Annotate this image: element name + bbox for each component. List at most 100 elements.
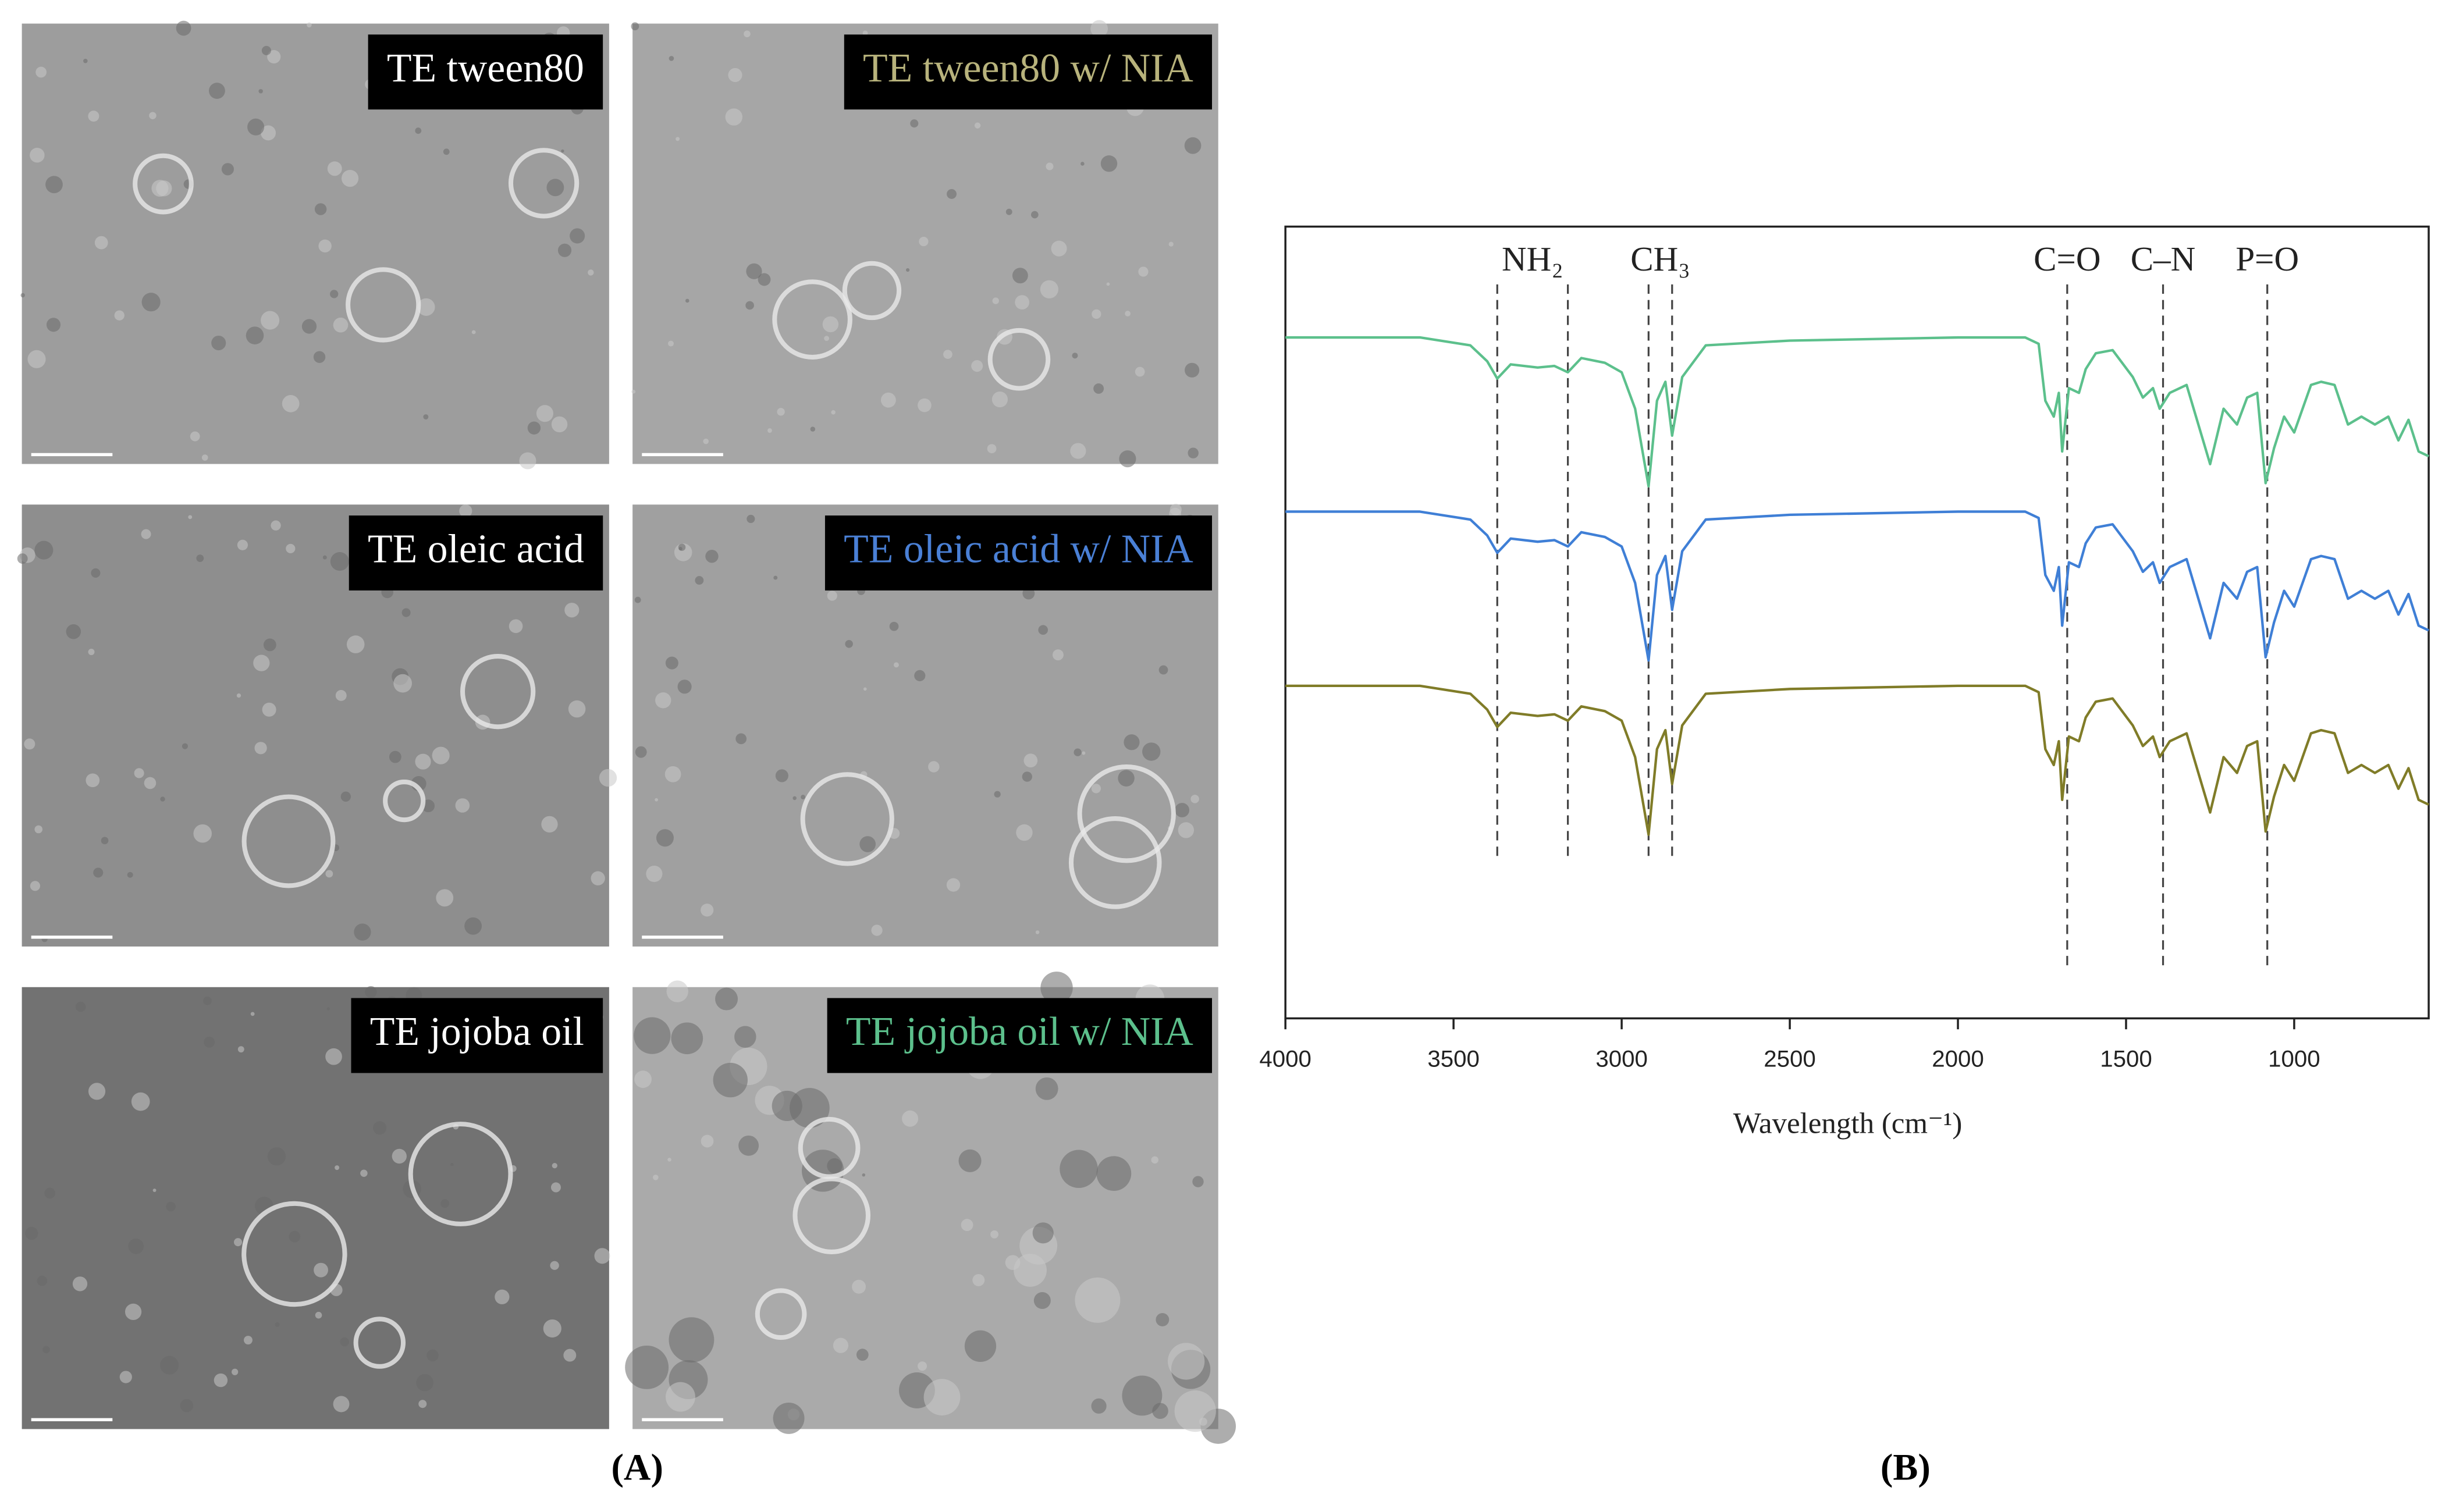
particle xyxy=(72,1276,88,1292)
particle xyxy=(546,179,564,197)
particle xyxy=(17,553,28,564)
particle xyxy=(211,335,226,351)
particle xyxy=(88,1083,106,1100)
particle xyxy=(373,1121,387,1135)
particle xyxy=(91,568,101,578)
x-tick-label: 2000 xyxy=(1932,1046,1984,1072)
vesicle xyxy=(798,1116,861,1179)
particle xyxy=(599,769,617,787)
vesicle xyxy=(772,279,852,360)
particle xyxy=(801,795,805,799)
particle xyxy=(634,596,641,603)
particle xyxy=(286,543,296,554)
vesicle xyxy=(383,780,426,823)
particle xyxy=(958,1149,982,1172)
particle xyxy=(550,1182,561,1193)
particle xyxy=(495,1289,510,1304)
particle xyxy=(1119,450,1136,468)
particle xyxy=(1053,649,1064,661)
particle xyxy=(271,520,281,531)
particle xyxy=(204,1036,215,1048)
vesicle xyxy=(755,1288,807,1340)
particle xyxy=(346,635,365,653)
particle xyxy=(758,273,771,286)
particle xyxy=(678,543,686,551)
particle xyxy=(267,1147,286,1166)
particle xyxy=(125,1303,142,1321)
particle xyxy=(822,316,839,333)
particle xyxy=(134,768,144,778)
particle xyxy=(669,1317,715,1363)
particle xyxy=(1091,1398,1107,1414)
particle xyxy=(66,624,81,639)
particle xyxy=(42,1346,50,1354)
vesicle xyxy=(1068,816,1162,909)
particle xyxy=(631,22,639,31)
particle xyxy=(1188,447,1199,458)
particle xyxy=(831,410,836,415)
vesicle xyxy=(800,772,894,866)
particle xyxy=(450,1162,454,1166)
particle xyxy=(333,1396,350,1413)
particle xyxy=(35,66,47,78)
particle xyxy=(301,319,317,334)
particle xyxy=(625,1345,669,1389)
particle xyxy=(1151,1156,1158,1164)
particle xyxy=(221,163,234,176)
spectrum-line xyxy=(1285,684,2430,836)
plot-frame xyxy=(1284,225,2430,1020)
particle xyxy=(201,454,208,461)
particle xyxy=(664,766,681,782)
particle xyxy=(24,738,35,750)
particle xyxy=(676,137,680,141)
particle xyxy=(166,1201,176,1212)
particle xyxy=(151,180,169,197)
particle xyxy=(325,1048,342,1065)
particle xyxy=(275,1322,280,1327)
particle xyxy=(792,796,797,801)
particle xyxy=(775,769,788,782)
particle xyxy=(83,59,88,63)
spectrum-line xyxy=(1285,336,2430,488)
particle xyxy=(893,662,899,668)
vesicle xyxy=(1077,764,1176,863)
particle xyxy=(1190,795,1199,803)
particle xyxy=(685,298,689,303)
particle xyxy=(591,871,605,885)
particle xyxy=(360,1169,368,1177)
particle xyxy=(1032,1222,1054,1244)
particle xyxy=(810,426,816,432)
particle xyxy=(972,1273,985,1286)
particle xyxy=(214,1373,228,1388)
x-tick-label: 1000 xyxy=(2268,1046,2320,1072)
particle xyxy=(994,791,1001,798)
particle xyxy=(314,203,327,215)
annotation-label: C–N xyxy=(2131,240,2196,278)
x-tick-label: 3500 xyxy=(1427,1046,1480,1072)
particle xyxy=(244,1336,253,1345)
particle xyxy=(1175,803,1190,817)
particle xyxy=(152,1189,157,1192)
particle xyxy=(261,45,271,55)
particle xyxy=(564,603,580,618)
particle xyxy=(863,687,867,691)
particle xyxy=(160,796,165,802)
particle xyxy=(1040,972,1073,1004)
particle xyxy=(725,108,743,126)
particle xyxy=(315,1311,322,1319)
particle xyxy=(527,421,541,435)
particle xyxy=(735,733,747,745)
particle xyxy=(401,608,411,617)
particle xyxy=(734,1026,756,1048)
particle xyxy=(946,878,961,892)
particle xyxy=(777,408,785,416)
particle xyxy=(261,125,276,141)
particle xyxy=(655,692,671,709)
particle xyxy=(519,452,536,469)
particle xyxy=(318,239,332,252)
particle xyxy=(203,996,212,1005)
particle xyxy=(267,50,281,64)
particle xyxy=(327,161,342,176)
